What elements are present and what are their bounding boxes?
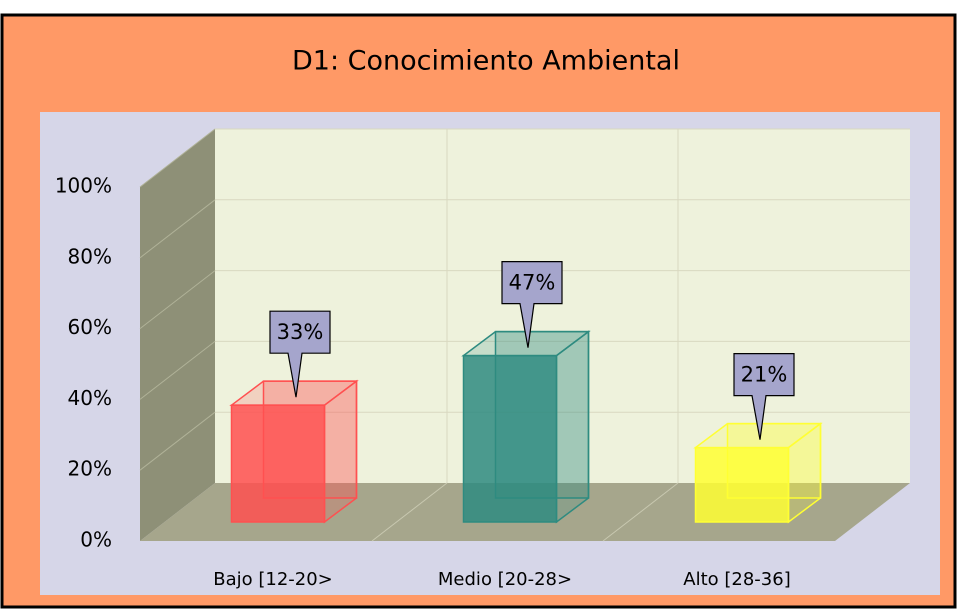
bar-front <box>462 354 558 523</box>
bar-side <box>555 330 590 524</box>
x-tick-label: Bajo [12-20> <box>213 569 333 590</box>
grid-line <box>139 341 216 400</box>
grid-line <box>139 128 216 188</box>
y-tick-label: 60% <box>68 315 112 339</box>
floor-divider <box>371 482 448 542</box>
data-label: 47% <box>509 271 556 295</box>
side-wall <box>140 129 215 541</box>
y-tick-label: 0% <box>80 528 112 552</box>
grid-line <box>139 411 216 471</box>
callout <box>733 353 795 440</box>
y-tick-label: 100% <box>55 174 112 198</box>
data-label: 33% <box>277 320 324 344</box>
floor-divider <box>602 482 679 542</box>
x-tick-label: Alto [28-36] <box>683 569 790 590</box>
grid-line <box>139 199 216 259</box>
grid-line <box>139 270 216 329</box>
y-tick-label: 80% <box>68 244 112 268</box>
bar-top <box>693 422 823 449</box>
bar-top <box>229 380 359 406</box>
callout <box>501 261 563 348</box>
callout <box>269 310 331 398</box>
bar-front <box>230 404 326 523</box>
data-label: 21% <box>741 363 788 387</box>
y-tick-label: 40% <box>68 386 112 410</box>
x-tick-label: Medio [20-28> <box>438 569 572 590</box>
y-tick-label: 20% <box>68 457 112 481</box>
bar-front <box>694 446 790 523</box>
chart-title: D1: Conocimiento Ambiental <box>292 46 680 77</box>
bar-top <box>461 330 591 357</box>
